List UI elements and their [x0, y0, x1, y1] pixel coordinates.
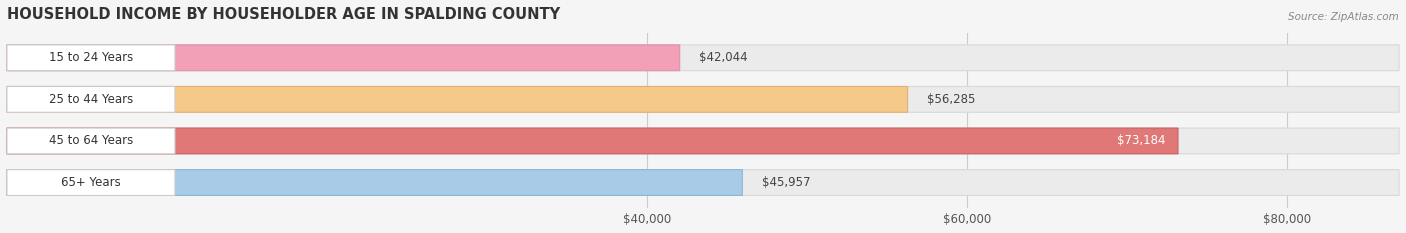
Text: 65+ Years: 65+ Years [60, 176, 121, 189]
FancyBboxPatch shape [7, 170, 742, 195]
Text: $42,044: $42,044 [699, 51, 748, 64]
FancyBboxPatch shape [7, 128, 1178, 154]
Text: HOUSEHOLD INCOME BY HOUSEHOLDER AGE IN SPALDING COUNTY: HOUSEHOLD INCOME BY HOUSEHOLDER AGE IN S… [7, 7, 560, 22]
FancyBboxPatch shape [7, 45, 1399, 71]
Text: $73,184: $73,184 [1116, 134, 1166, 147]
Text: Source: ZipAtlas.com: Source: ZipAtlas.com [1288, 12, 1399, 22]
FancyBboxPatch shape [7, 128, 174, 154]
FancyBboxPatch shape [7, 170, 174, 195]
FancyBboxPatch shape [7, 170, 1399, 195]
FancyBboxPatch shape [7, 86, 908, 112]
FancyBboxPatch shape [7, 128, 1399, 154]
Text: 25 to 44 Years: 25 to 44 Years [49, 93, 134, 106]
Text: $45,957: $45,957 [762, 176, 810, 189]
FancyBboxPatch shape [7, 86, 174, 112]
FancyBboxPatch shape [7, 86, 1399, 112]
FancyBboxPatch shape [7, 45, 174, 71]
Text: $56,285: $56,285 [927, 93, 976, 106]
Text: 45 to 64 Years: 45 to 64 Years [49, 134, 134, 147]
FancyBboxPatch shape [7, 45, 679, 71]
Text: 15 to 24 Years: 15 to 24 Years [49, 51, 134, 64]
